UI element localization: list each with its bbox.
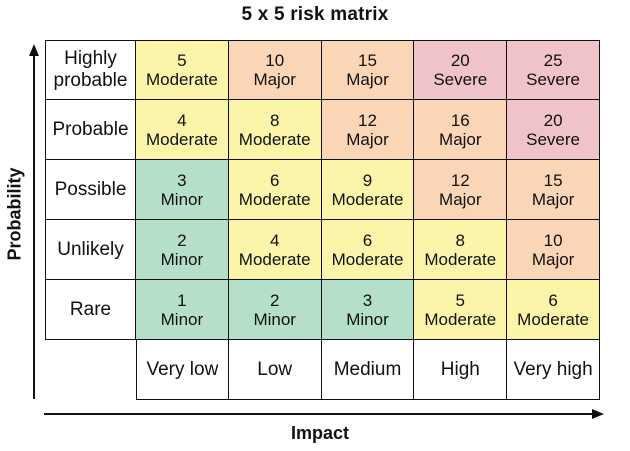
risk-score: 5 [455,290,466,310]
risk-level: Minor [253,309,296,329]
risk-level: Moderate [424,249,497,269]
risk-level: Minor [160,189,204,209]
risk-score: 12 [450,170,470,190]
probability-axis-arrow [29,44,39,399]
risk-cell: 2 Minor [228,280,322,340]
risk-score: 16 [450,110,470,130]
risk-level: Moderate [331,249,404,269]
risk-score: 2 [269,290,280,310]
risk-score: 1 [177,290,187,310]
risk-cell: 10 Major [228,40,322,100]
risk-score: 6 [362,230,373,250]
risk-level: Minor [160,249,204,269]
risk-cell: 20 Severe [414,40,508,100]
risk-level: Major [253,70,296,89]
impact-column-label: Very low [136,340,229,400]
risk-matrix-grid: Highly probable 5 Moderate 10 Major 15 Major 20… [45,40,600,400]
risk-cell: 2 Minor [136,220,229,280]
probability-row-label: Possible [45,160,136,220]
risk-cell: 9 Moderate [321,160,415,220]
risk-score: 3 [177,170,187,190]
corner-blank [45,340,136,400]
risk-score: 6 [269,170,280,190]
impact-column-label: High [414,340,508,400]
risk-score: 15 [358,51,377,70]
risk-cell: 15 Major [321,40,415,100]
risk-score: 2 [177,230,187,250]
probability-row-label: Highly probable [45,40,136,100]
risk-level: Moderate [238,189,311,209]
risk-level: Major [439,189,482,209]
risk-level: Major [346,70,389,89]
risk-cell: 20 Severe [507,100,600,160]
impact-column-label: Very high [507,340,600,400]
risk-cell: 12 Major [414,160,508,220]
risk-level: Major [346,129,389,149]
risk-score: 20 [450,51,470,70]
risk-level: Moderate [331,189,404,209]
risk-cell: 3 Minor [321,280,415,340]
risk-cell: 15 Major [507,160,600,220]
risk-score: 4 [269,230,280,250]
risk-level: Moderate [238,249,311,269]
risk-score: 20 [543,110,563,130]
risk-score: 5 [177,51,187,70]
risk-level: Severe [526,129,581,149]
risk-cell: 3 Minor [136,160,229,220]
matrix-title: 5 x 5 risk matrix [241,4,389,25]
risk-level: Severe [526,70,581,89]
risk-level: Moderate [145,129,218,149]
risk-level: Major [531,189,575,209]
risk-level: Moderate [145,70,218,89]
risk-cell: 8 Moderate [228,100,322,160]
risk-cell: 6 Moderate [228,160,322,220]
risk-cell: 6 Moderate [321,220,415,280]
risk-level: Severe [433,70,488,89]
risk-cell: 10 Major [507,220,600,280]
probability-axis-label: Probability [4,167,25,261]
impact-column-label: Medium [321,340,415,400]
probability-row-label: Rare [45,280,136,340]
risk-score: 6 [548,290,558,310]
risk-cell: 25 Severe [507,40,600,100]
risk-cell: 4 Moderate [228,220,322,280]
probability-row-label: Unlikely [45,220,136,280]
risk-cell: 1 Minor [136,280,229,340]
risk-score: 4 [177,110,187,130]
risk-score: 15 [543,170,563,190]
impact-column-label: Low [228,340,322,400]
risk-cell: 5 Moderate [136,40,229,100]
risk-level: Moderate [238,129,311,149]
probability-row-label: Probable [45,100,136,160]
risk-score: 3 [362,290,373,310]
risk-score: 10 [265,51,285,70]
risk-score: 12 [358,110,377,130]
risk-score: 8 [269,110,280,130]
risk-score: 25 [543,51,563,70]
risk-score: 10 [543,230,563,250]
risk-level: Major [531,249,575,269]
risk-level: Minor [160,309,204,329]
risk-cell: 12 Major [321,100,415,160]
risk-score: 9 [362,170,373,190]
risk-cell: 6 Moderate [507,280,600,340]
risk-level: Minor [346,309,389,329]
risk-level: Moderate [424,309,497,329]
risk-cell: 16 Major [414,100,508,160]
risk-cell: 4 Moderate [136,100,229,160]
risk-cell: 5 Moderate [414,280,508,340]
risk-level: Major [439,129,482,149]
risk-level: Moderate [517,309,589,329]
risk-score: 8 [455,230,466,250]
risk-cell: 8 Moderate [414,220,508,280]
impact-axis-label: Impact [290,423,350,443]
impact-axis-arrow [44,409,604,419]
